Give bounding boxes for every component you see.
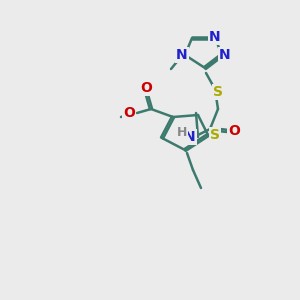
Text: O: O — [228, 124, 240, 138]
Text: N: N — [209, 30, 221, 44]
Text: O: O — [123, 106, 135, 120]
Text: N: N — [176, 48, 188, 62]
Text: H: H — [177, 127, 187, 140]
Text: S: S — [213, 85, 223, 99]
Text: N: N — [184, 130, 196, 144]
Text: O: O — [140, 81, 152, 95]
Text: N: N — [219, 48, 231, 62]
Text: S: S — [210, 128, 220, 142]
